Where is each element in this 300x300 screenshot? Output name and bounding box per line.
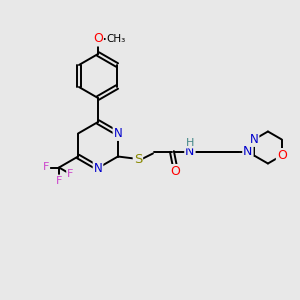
Text: S: S	[134, 153, 142, 166]
Text: CH₃: CH₃	[106, 34, 126, 44]
Text: N: N	[243, 145, 253, 158]
Text: N: N	[250, 133, 258, 146]
Text: N: N	[113, 127, 122, 140]
Text: O: O	[170, 165, 180, 178]
Text: O: O	[277, 149, 287, 162]
Text: F: F	[56, 176, 62, 185]
Text: H: H	[186, 137, 194, 148]
Text: F: F	[43, 163, 49, 172]
Text: O: O	[93, 32, 103, 46]
Text: N: N	[94, 161, 102, 175]
Text: F: F	[67, 169, 74, 179]
Text: N: N	[185, 145, 195, 158]
